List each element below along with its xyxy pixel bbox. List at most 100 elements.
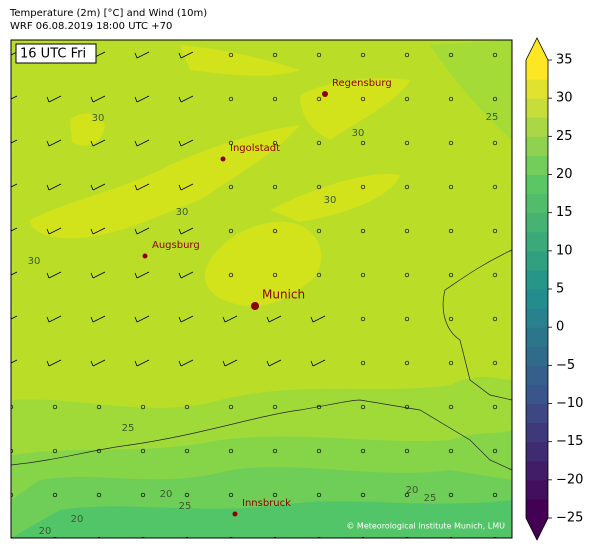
colorbar-tick-label: −20 <box>556 472 583 487</box>
wind-barb <box>90 227 106 235</box>
contour-labels: 30 30 30 30 30 25 25 25 25 20 20 20 20 <box>28 112 499 537</box>
calm-marker <box>492 316 498 322</box>
wind-barb <box>46 359 62 367</box>
calm-marker <box>360 52 366 58</box>
wind-barb <box>178 51 194 59</box>
cities: Regensburg Ingolstadt Augsburg Munich Innsbr… <box>142 78 392 517</box>
contour-label: 25 <box>424 493 437 504</box>
wind-barb <box>11 51 18 56</box>
wind-barb <box>134 271 150 279</box>
calm-marker <box>273 536 277 538</box>
calm-marker <box>184 492 190 498</box>
colorbar-band <box>526 231 548 252</box>
calm-marker <box>492 360 498 366</box>
calm-marker <box>360 184 366 190</box>
wind-barb <box>11 227 18 232</box>
calm-marker <box>11 448 14 454</box>
wind-barb <box>46 227 62 235</box>
calm-marker <box>360 140 366 146</box>
colorbar-tick-label: 5 <box>556 282 564 297</box>
wind-barb <box>310 359 326 367</box>
calm-marker <box>492 228 498 234</box>
title: Temperature (2m) [°C] and Wind (10m) <box>9 8 207 19</box>
calm-marker <box>448 228 454 234</box>
wind-barb <box>178 315 194 323</box>
wind-barb <box>46 139 62 147</box>
contour-label: 30 <box>176 207 189 218</box>
wind-barb <box>11 271 18 276</box>
wind-barb <box>11 359 18 364</box>
contour-label: 30 <box>352 128 365 139</box>
calm-marker <box>272 140 278 146</box>
calm-marker <box>228 96 234 102</box>
wind-field <box>11 51 498 538</box>
calm-marker <box>404 52 410 58</box>
colorbar-extend-top <box>526 38 548 60</box>
calm-marker <box>11 404 14 410</box>
calm-marker <box>52 492 58 498</box>
calm-marker <box>448 492 454 498</box>
copyright: © Meteorological Institute Munich, LMU <box>346 522 505 531</box>
colorbar-band <box>526 403 548 424</box>
wind-barb <box>90 183 106 191</box>
calm-marker <box>228 184 234 190</box>
wind-barb <box>46 315 62 323</box>
calm-marker <box>404 184 410 190</box>
calm-marker <box>361 536 365 538</box>
colorbar-band <box>526 250 548 271</box>
calm-marker <box>316 228 322 234</box>
contour-label: 25 <box>179 501 192 512</box>
calm-marker <box>448 52 454 58</box>
colorbar: 35 30 25 20 15 10 5 0 −5 −10 −15 −20 −25 <box>525 37 583 541</box>
colorbar-band <box>526 479 548 500</box>
colorbar-tick-label: 15 <box>556 205 573 220</box>
calm-marker <box>404 272 410 278</box>
colorbar-band <box>526 117 548 137</box>
city-label: Innsbruck <box>242 498 291 509</box>
contour-label: 30 <box>324 195 337 206</box>
calm-marker <box>228 140 234 146</box>
calm-marker <box>316 140 322 146</box>
calm-marker <box>185 536 189 538</box>
calm-marker <box>272 184 278 190</box>
calm-marker <box>52 404 58 410</box>
city-dot <box>142 253 148 259</box>
calm-marker <box>360 404 366 410</box>
calm-marker <box>448 184 454 190</box>
colorbar-band <box>526 155 548 175</box>
calm-marker <box>52 448 58 454</box>
city-label: Ingolstadt <box>230 143 280 154</box>
calm-marker <box>316 448 322 454</box>
calm-marker <box>96 448 102 454</box>
city-label: Augsburg <box>152 240 200 251</box>
colorbar-band <box>526 308 548 328</box>
calm-marker <box>184 404 190 410</box>
calm-marker <box>448 316 454 322</box>
calm-marker <box>492 184 498 190</box>
colorbar-band <box>526 498 548 519</box>
colorbar-band <box>526 460 548 481</box>
city-label: Regensburg <box>332 78 392 89</box>
colorbar-band <box>526 327 548 347</box>
wind-barb <box>11 315 18 320</box>
calm-marker <box>316 96 322 102</box>
calm-marker <box>404 316 410 322</box>
wind-barb <box>134 183 150 191</box>
calm-marker <box>448 404 454 410</box>
wind-barb <box>178 139 194 147</box>
calm-marker <box>140 404 146 410</box>
wind-barb <box>46 95 62 103</box>
calm-marker <box>404 140 410 146</box>
calm-marker <box>492 140 498 146</box>
colorbar-band <box>526 174 548 195</box>
contour-label: 20 <box>406 485 419 496</box>
calm-marker <box>272 52 278 58</box>
map: Regensburg Ingolstadt Augsburg Munich Innsbr… <box>11 40 512 538</box>
calm-marker <box>360 316 366 322</box>
wind-barb <box>178 271 194 279</box>
colorbar-tick-label: 35 <box>556 53 573 68</box>
calm-marker <box>360 448 366 454</box>
wind-barb <box>178 95 194 103</box>
calm-marker <box>316 52 322 58</box>
